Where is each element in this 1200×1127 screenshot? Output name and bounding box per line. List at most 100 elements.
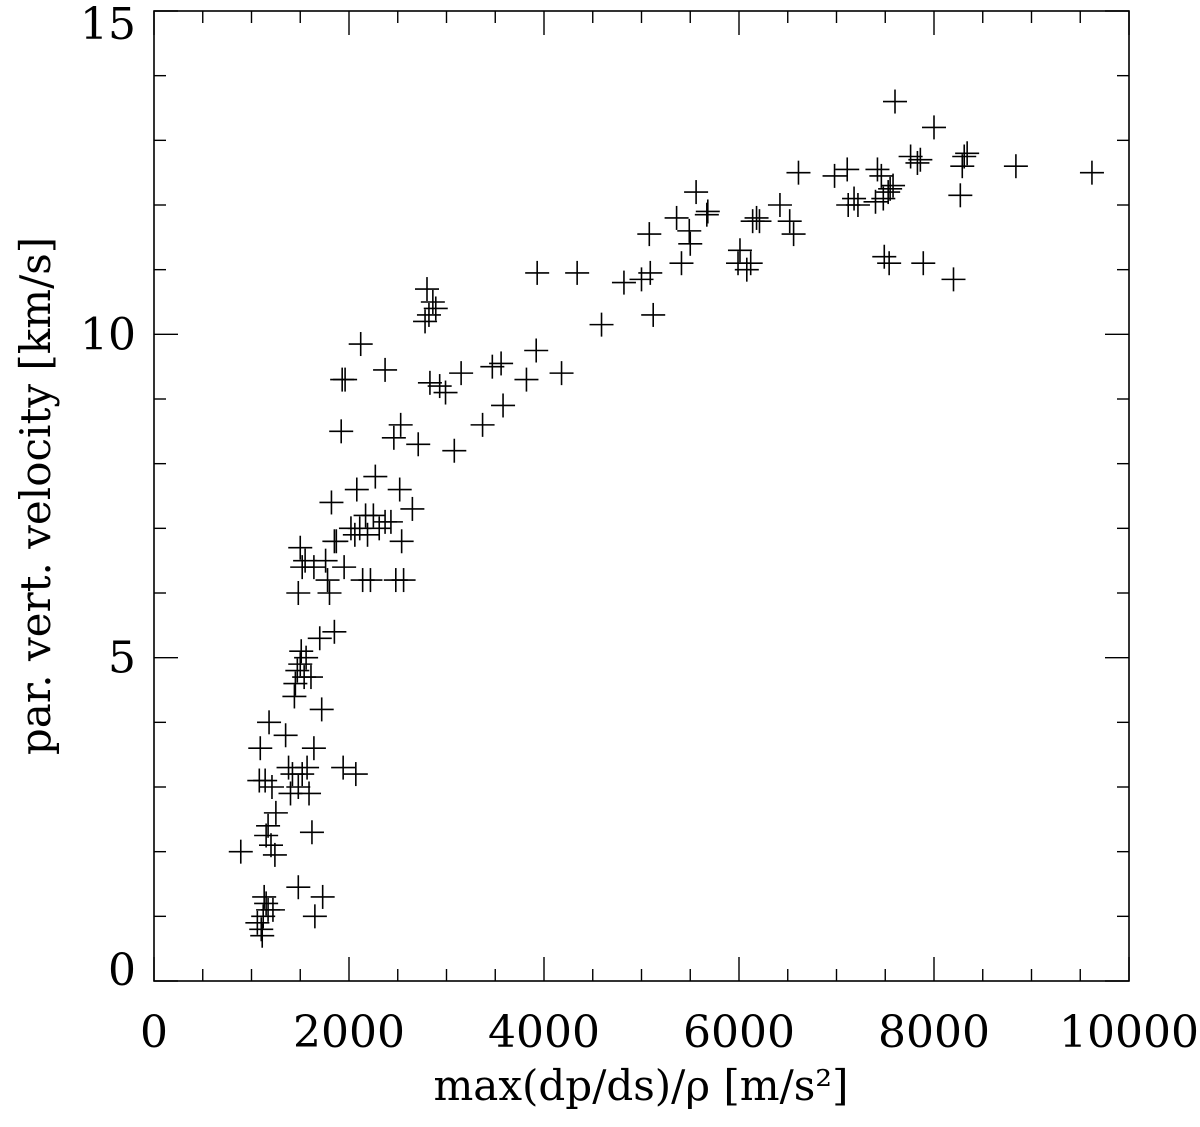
data-point xyxy=(525,260,550,285)
data-point xyxy=(324,529,349,554)
data-point xyxy=(952,144,977,169)
data-point xyxy=(250,923,275,948)
data-point xyxy=(249,917,274,942)
data-point xyxy=(388,412,413,437)
data-point xyxy=(313,548,338,573)
data-point xyxy=(549,361,574,386)
data-point xyxy=(684,180,709,205)
data-point xyxy=(282,684,307,709)
data-point xyxy=(248,736,273,761)
data-point xyxy=(877,251,902,276)
data-point xyxy=(922,115,946,140)
data-point xyxy=(288,652,313,677)
data-point xyxy=(344,477,369,502)
x-tick-label: 10000 xyxy=(1059,1007,1199,1058)
x-tick-label: 6000 xyxy=(683,1007,795,1058)
data-point xyxy=(677,218,702,243)
data-point xyxy=(259,775,284,799)
data-point xyxy=(883,89,907,114)
data-point xyxy=(865,157,890,182)
data-point xyxy=(310,884,335,909)
data-point xyxy=(363,464,388,489)
data-point xyxy=(777,209,802,234)
data-point xyxy=(869,163,894,188)
data-point xyxy=(442,438,467,463)
data-point xyxy=(294,645,319,670)
data-point xyxy=(470,412,495,437)
data-point xyxy=(872,244,897,269)
data-point xyxy=(423,296,448,321)
data-point xyxy=(309,697,334,722)
data-point xyxy=(638,260,663,285)
data-point xyxy=(301,736,326,761)
data-point xyxy=(611,270,636,295)
data-point xyxy=(329,419,354,444)
x-tick-label: 4000 xyxy=(488,1007,600,1058)
data-point xyxy=(367,516,392,541)
data-point xyxy=(845,193,870,217)
data-point xyxy=(391,568,416,593)
data-point xyxy=(781,222,806,247)
data-point xyxy=(694,202,719,227)
data-point xyxy=(315,568,340,593)
data-point xyxy=(589,312,614,337)
data-point xyxy=(1079,160,1104,185)
data-point xyxy=(333,367,358,392)
y-tick-label: 15 xyxy=(80,0,136,50)
data-point xyxy=(273,723,298,748)
data-point xyxy=(245,910,270,935)
data-point xyxy=(358,568,383,593)
data-point xyxy=(262,842,287,867)
data-point xyxy=(678,231,703,256)
data-point xyxy=(941,267,966,292)
data-point xyxy=(491,393,516,418)
data-point xyxy=(254,891,279,916)
data-point xyxy=(290,762,315,787)
data-point xyxy=(260,897,285,922)
data-point xyxy=(955,141,980,166)
data-point xyxy=(381,425,406,450)
data-point xyxy=(253,768,278,793)
x-tick-labels: 0 2000 4000 6000 8000 10000 xyxy=(140,1007,1199,1058)
data-point xyxy=(876,180,901,205)
data-point xyxy=(835,157,860,182)
data-point xyxy=(289,639,314,664)
data-point xyxy=(299,820,324,845)
data-point xyxy=(416,302,441,327)
data-point xyxy=(878,176,903,201)
data-point xyxy=(565,260,590,285)
data-point xyxy=(738,251,763,276)
data-point xyxy=(286,875,311,900)
data-point xyxy=(747,209,772,234)
data-point xyxy=(302,904,327,929)
x-tick-label: 8000 xyxy=(878,1007,990,1058)
data-point xyxy=(373,357,398,382)
data-point xyxy=(767,193,792,217)
axis-ticks xyxy=(153,10,1130,982)
plot-frame xyxy=(153,10,1130,982)
data-point xyxy=(948,183,973,208)
data-point xyxy=(908,147,933,172)
data-point xyxy=(288,535,313,560)
data-point xyxy=(449,361,474,386)
data-point xyxy=(343,762,368,787)
data-point xyxy=(664,205,689,230)
data-point xyxy=(871,186,896,211)
data-point xyxy=(263,800,288,825)
data-point xyxy=(669,251,694,276)
data-point xyxy=(641,302,666,327)
data-point xyxy=(417,370,442,395)
data-point xyxy=(695,199,720,224)
data-point xyxy=(285,658,310,683)
data-point xyxy=(297,781,322,806)
data-point xyxy=(319,490,344,515)
data-point xyxy=(348,332,373,357)
data-point xyxy=(332,555,357,580)
data-point xyxy=(257,710,282,735)
data-point xyxy=(355,522,380,547)
data-point xyxy=(734,257,759,282)
y-tick-label: 5 xyxy=(108,633,136,684)
data-point xyxy=(254,823,279,848)
data-point xyxy=(307,626,332,651)
